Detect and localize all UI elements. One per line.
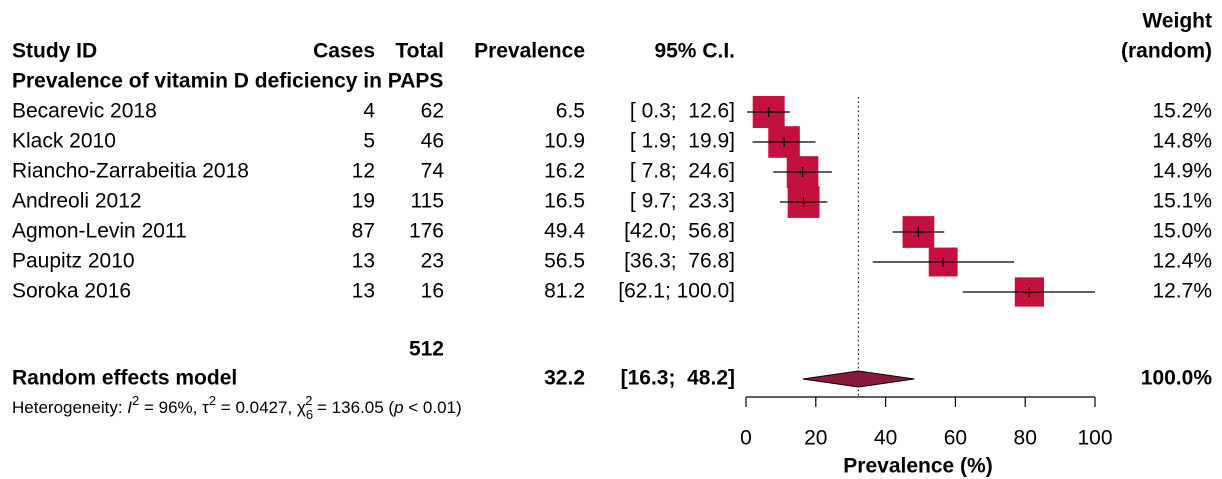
study-name: Soroka 2016 [12,280,131,303]
ci-label: [36.3; 76.8] [624,250,735,273]
cases: 12 [352,160,375,183]
cases: 87 [352,220,375,243]
heterogeneity-part: χ [297,398,306,417]
x-tick-label: 60 [944,427,967,450]
heterogeneity-part: < 0.01) [404,398,462,417]
header: (random) [1121,40,1212,63]
header: 95% C.I. [654,40,735,63]
study-name: Riancho-Zarrabeitia 2018 [12,160,249,183]
ci-label: [42.0; 56.8] [624,220,735,243]
header: Weight [1142,10,1212,33]
study-name: Agmon-Levin 2011 [12,220,187,243]
cases: 13 [352,250,375,273]
cases: 5 [363,130,375,153]
heterogeneity-part: Heterogeneity: [12,398,127,417]
cases: 19 [352,190,375,213]
prevalence: 49.4 [544,220,585,243]
subgroup-title: Prevalence of vitamin D deficiency in PA… [12,70,443,93]
pooled-ci: [16.3; 48.2] [621,367,735,390]
ci-label: [62.1; 100.0] [618,280,735,303]
study-name: Paupitz 2010 [12,250,135,273]
total: 62 [421,100,444,123]
study-name: Klack 2010 [12,130,116,153]
weight-label: 12.4% [1152,250,1212,273]
heterogeneity-part: 6 [306,407,313,422]
pooled-label: Random effects model [12,367,237,390]
heterogeneity-part: = 96%, [139,398,202,417]
x-tick-label: 20 [804,427,827,450]
weight-label: 15.1% [1152,190,1212,213]
total: 23 [421,250,444,273]
total: 16 [421,280,444,303]
x-tick-label: 100 [1077,427,1112,450]
pooled-estimate: 32.2 [544,367,585,390]
header: Total [395,40,444,63]
header: Prevalence [474,40,585,63]
prevalence: 10.9 [544,130,585,153]
ci-label: [ 1.9; 19.9] [630,130,735,153]
x-tick-label: 80 [1014,427,1037,450]
heterogeneity-part: 2 [209,393,216,408]
total: 74 [421,160,445,183]
heterogeneity-part: 2 [132,393,139,408]
prevalence: 81.2 [544,280,585,303]
heterogeneity-part: 2 [305,393,312,408]
heterogeneity-part: p [393,398,403,417]
x-axis-label: Prevalence (%) [843,455,992,478]
weight-label: 12.7% [1152,280,1212,303]
weight-label: 14.8% [1152,130,1212,153]
header: Study ID [12,40,97,63]
total: 115 [411,190,444,213]
total: 176 [409,220,444,243]
study-name: Becarevic 2018 [12,100,157,123]
study-name: Andreoli 2012 [12,190,142,213]
pooled-weight: 100.0% [1141,367,1213,390]
prevalence: 16.5 [544,190,585,213]
ci-label: [ 7.8; 24.6] [630,160,735,183]
ci-label: [ 9.7; 23.3] [630,190,735,213]
x-tick-label: 40 [874,427,897,450]
total: 46 [421,130,444,153]
heterogeneity-part: τ [202,398,209,417]
header: Cases [313,40,375,63]
heterogeneity-part: I [127,398,132,417]
cases: 13 [352,280,375,303]
prevalence: 6.5 [556,100,585,123]
heterogeneity-part: = 0.0427, [216,398,297,417]
prevalence: 56.5 [544,250,585,273]
heterogeneity-part: = 136.05 ( [312,398,394,417]
ci-label: [ 0.3; 12.6] [630,100,735,123]
heterogeneity: Heterogeneity: I2 = 96%, τ2 = 0.0427, χ6… [12,393,462,422]
pooled-diamond [802,370,915,388]
prevalence: 16.2 [544,160,585,183]
weight-label: 14.9% [1152,160,1212,183]
weight-label: 15.0% [1152,220,1212,243]
total-n: 512 [409,338,444,361]
weight-label: 15.2% [1152,100,1212,123]
cases: 4 [363,100,375,123]
x-tick-label: 0 [740,427,752,450]
